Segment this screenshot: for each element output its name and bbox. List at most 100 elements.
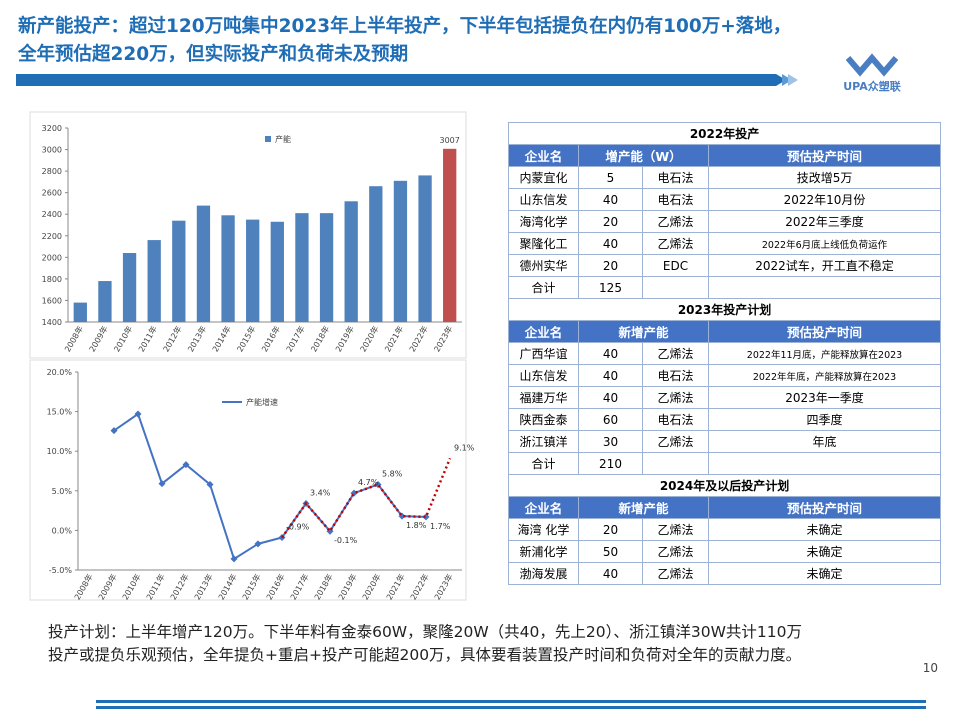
table-row: 山东信发 40 电石法 2022年10月份 — [508, 188, 942, 211]
y-tick-label: 5.0% — [52, 487, 73, 496]
data-label: -0.1% — [334, 536, 358, 545]
marker — [158, 480, 166, 488]
y-tick-label: 1400 — [42, 318, 62, 327]
header-cell: 预估投产时间 — [707, 496, 942, 519]
bar — [369, 186, 383, 322]
total-row: 合计 125 — [508, 276, 942, 299]
table-cell: 陕西金泰 — [508, 408, 579, 431]
table-cell: 乙烯法 — [642, 430, 709, 453]
table-row: 广西华谊 40 乙烯法 2022年11月底，产能释放算在2023 — [508, 342, 942, 365]
table-row: 陕西金泰 60 电石法 四季度 — [508, 408, 942, 431]
table-cell: 福建万华 — [508, 386, 579, 409]
empty-cell — [707, 452, 942, 475]
table-cell: 2022年三季度 — [707, 210, 942, 233]
total-cell: 合计 — [508, 452, 579, 475]
total-cell: 125 — [578, 276, 643, 299]
table-cell: 德州实华 — [508, 254, 579, 277]
y-tick-label: 2800 — [42, 167, 62, 176]
table-cell: 5 — [578, 166, 643, 189]
slide-title: 新产能投产：超过120万吨集中2023年上半年投产，下半年包括提负在内仍有100… — [18, 16, 792, 37]
table-cell: 2022年10月份 — [707, 188, 942, 211]
header-cell: 企业名 — [508, 320, 579, 343]
bar — [295, 213, 309, 322]
data-label: 4.7% — [358, 478, 379, 487]
bar — [443, 148, 457, 322]
y-tick-label: 3000 — [42, 146, 62, 155]
table-cell: 年底 — [707, 430, 942, 453]
marker — [230, 555, 238, 563]
table-cell: 海湾化学 — [508, 210, 579, 233]
y-tick-label: -5.0% — [49, 566, 73, 575]
table-row: 德州实华 20 EDC 2022试车，开工直不稳定 — [508, 254, 942, 277]
table-row: 渤海发展 40 乙烯法 未确定 — [508, 562, 942, 585]
y-tick-label: 2400 — [42, 210, 62, 219]
header-cell: 新增产能 — [578, 496, 709, 519]
table-cell: 40 — [578, 188, 643, 211]
legend-label: 产能增速 — [246, 397, 278, 407]
table-cell: 电石法 — [642, 188, 709, 211]
bar — [393, 180, 408, 322]
table-title: 2022年投产 — [507, 122, 942, 145]
table-cell: 40 — [578, 232, 643, 255]
bar — [147, 240, 161, 322]
bar — [172, 220, 186, 322]
table-cell: 电石法 — [642, 364, 709, 387]
table-cell: 渤海发展 — [508, 562, 579, 585]
header-cell: 增产能（W） — [578, 144, 709, 167]
table-cell: 20 — [578, 210, 643, 233]
table-cell: 乙烯法 — [642, 386, 709, 409]
data-label: 1.7% — [430, 522, 451, 531]
table-cell: 电石法 — [642, 166, 709, 189]
table-cell: 未确定 — [707, 562, 942, 585]
empty-cell — [707, 276, 942, 299]
bar — [122, 253, 137, 322]
table-row: 海湾 化学 20 乙烯法 未确定 — [508, 518, 942, 541]
table-cell: 2023年一季度 — [707, 386, 942, 409]
table-cell: 内蒙宜化 — [508, 166, 579, 189]
header-bar — [16, 74, 776, 86]
table-cell: 2022年年底，产能释放算在2023 — [707, 364, 942, 387]
table-cell: 乙烯法 — [642, 232, 709, 255]
logo-text: UPA众塑联 — [843, 79, 901, 93]
y-tick-label: 0.0% — [52, 526, 73, 535]
table-cell: 电石法 — [642, 408, 709, 431]
table-cell: 新浦化学 — [508, 540, 579, 563]
bar — [221, 215, 235, 322]
total-row: 合计 210 — [508, 452, 942, 475]
footer-text: 投产计划：上半年增产120万。下半年料有金泰60W，聚隆20W（共40，先上20… — [48, 623, 803, 641]
y-tick-label: 15.0% — [47, 408, 73, 417]
table-row: 山东信发 40 电石法 2022年年底，产能释放算在2023 — [508, 364, 942, 387]
page-number: 10 — [923, 661, 938, 675]
total-cell: 合计 — [508, 276, 579, 299]
chart-frame — [29, 359, 467, 601]
data-label: 3.4% — [310, 488, 331, 497]
table-title-row: 2022年投产 — [507, 122, 942, 145]
table-cell: 广西华谊 — [508, 342, 579, 365]
arrow — [782, 74, 792, 86]
marker — [110, 427, 118, 435]
y-tick-label: 2600 — [42, 189, 62, 198]
y-tick-label: 20.0% — [47, 368, 73, 377]
data-label: -0.9% — [286, 523, 310, 532]
table-cell: 浙江镇洋 — [508, 430, 579, 453]
table: 2022年投产 企业名 增产能（W） 预估投产时间 内蒙宜化 5 电石法 技改增5万 山东信发 4… — [507, 122, 942, 299]
table-cell: 30 — [578, 430, 643, 453]
table-cell: 乙烯法 — [642, 518, 709, 541]
table-row: 海湾化学 20 乙烯法 2022年三季度 — [508, 210, 942, 233]
empty-cell — [642, 452, 709, 475]
table-cell: 技改增5万 — [707, 166, 942, 189]
table-cell: 山东信发 — [508, 364, 579, 387]
table: 2024年及以后投产计划 企业名 新增产能 预估投产时间 海湾 化学 20 乙烯法 未确定 新浦… — [507, 474, 942, 585]
y-tick-label: 3200 — [42, 124, 62, 133]
y-tick-label: 2200 — [42, 232, 62, 241]
table-row: 聚隆化工 40 乙烯法 2022年6月底上线低负荷运作 — [508, 232, 942, 255]
table-cell: 乙烯法 — [642, 562, 709, 585]
header-cell: 预估投产时间 — [707, 320, 942, 343]
y-tick-label: 1800 — [42, 275, 62, 284]
table-cell: 40 — [578, 386, 643, 409]
header-cell: 企业名 — [508, 496, 579, 519]
footer-bar — [96, 706, 926, 709]
table-cell: 40 — [578, 562, 643, 585]
bar — [418, 175, 432, 322]
